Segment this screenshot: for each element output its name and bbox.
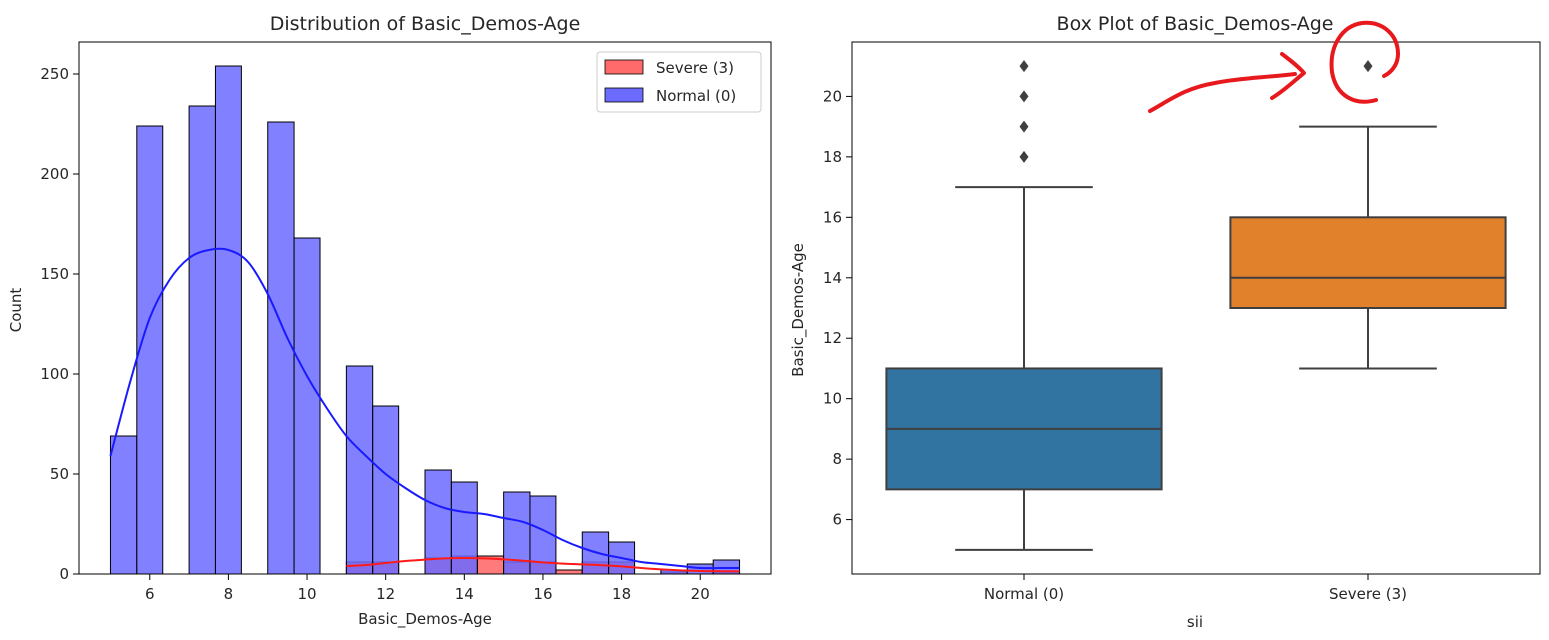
- annotation-arrow-shaft: [1148, 72, 1297, 113]
- boxplot-boxes: [885, 60, 1507, 551]
- y-tick-label: 200: [40, 165, 69, 183]
- normal-bar: [109, 435, 138, 575]
- y-tick-label: 20: [823, 87, 842, 105]
- legend-label-normal: Normal (0): [656, 87, 736, 105]
- normal-histogram-bars: [109, 65, 741, 575]
- x-tick-label: 18: [612, 585, 631, 603]
- box-outlier-point: [1019, 120, 1029, 133]
- annotation-arrow-head: [1270, 52, 1306, 100]
- severe-bar: [555, 569, 583, 575]
- histogram-y-label: Count: [7, 288, 25, 333]
- hand-drawn-annotation: [1148, 20, 1400, 113]
- y-tick-label: 10: [823, 390, 842, 408]
- box-iqr: [1229, 216, 1507, 309]
- x-tick-label: Severe (3): [1329, 585, 1407, 603]
- y-tick-label: 150: [40, 265, 69, 283]
- histogram-plot-frame: [78, 41, 772, 575]
- histogram-title: Distribution of Basic_Demos-Age: [270, 13, 581, 35]
- y-tick-label: 6: [832, 511, 842, 529]
- x-tick-label: 20: [691, 585, 710, 603]
- severe-kde-line: [346, 556, 740, 573]
- legend-swatch-normal: [604, 87, 644, 103]
- normal-bar: [450, 481, 478, 575]
- boxplot-panel: Box Plot of Basic_Demos-Age 6 8 10 12 14 16 18…: [789, 13, 1541, 631]
- box-outlier-point: [1019, 90, 1029, 103]
- boxplot-axes: 6 8 10 12 14 16 18 20 Normal (0) Severe (3): [823, 87, 1407, 603]
- normal-bar: [188, 105, 216, 575]
- normal-bar: [267, 121, 295, 575]
- histogram-legend: Severe (3) Normal (0): [596, 51, 762, 113]
- normal-bar: [372, 405, 400, 575]
- box-outlier-point: [1019, 150, 1029, 163]
- x-tick-label: 10: [297, 585, 316, 603]
- boxplot-title: Box Plot of Basic_Demos-Age: [1057, 13, 1334, 35]
- legend-label-severe: Severe (3): [656, 59, 734, 77]
- legend-swatch-severe: [604, 59, 644, 75]
- x-tick-label: 16: [533, 585, 552, 603]
- y-tick-label: 12: [823, 329, 842, 347]
- y-tick-label: 250: [40, 65, 69, 83]
- annotation-circle: [1329, 20, 1400, 104]
- x-tick-label: 6: [145, 585, 155, 603]
- x-tick-label: 14: [455, 585, 474, 603]
- normal-bar: [214, 65, 242, 575]
- y-tick-label: 16: [823, 208, 842, 226]
- normal-kde-line: [109, 247, 740, 570]
- box-outlier-point: [1019, 60, 1029, 73]
- boxplot-x-label: sii: [1187, 613, 1203, 631]
- normal-bar: [293, 237, 321, 575]
- histogram-x-label: Basic_Demos-Age: [358, 610, 492, 629]
- boxplot-plot-frame: [851, 41, 1541, 575]
- y-tick-label: 18: [823, 148, 842, 166]
- normal-bar: [136, 125, 164, 575]
- x-tick-label: Normal (0): [984, 585, 1064, 603]
- y-tick-label: 100: [40, 365, 69, 383]
- y-tick-label: 14: [823, 269, 842, 287]
- box-outlier-point: [1363, 60, 1373, 73]
- y-tick-label: 50: [50, 465, 69, 483]
- x-tick-label: 8: [224, 585, 234, 603]
- histogram-panel: Distribution of Basic_Demos-Age 6 8 10 12 14…: [7, 13, 772, 629]
- normal-bar: [345, 365, 374, 575]
- y-tick-label: 8: [832, 450, 842, 468]
- boxplot-y-label: Basic_Demos-Age: [789, 243, 808, 377]
- y-tick-label: 0: [59, 565, 69, 583]
- x-tick-label: 12: [376, 585, 395, 603]
